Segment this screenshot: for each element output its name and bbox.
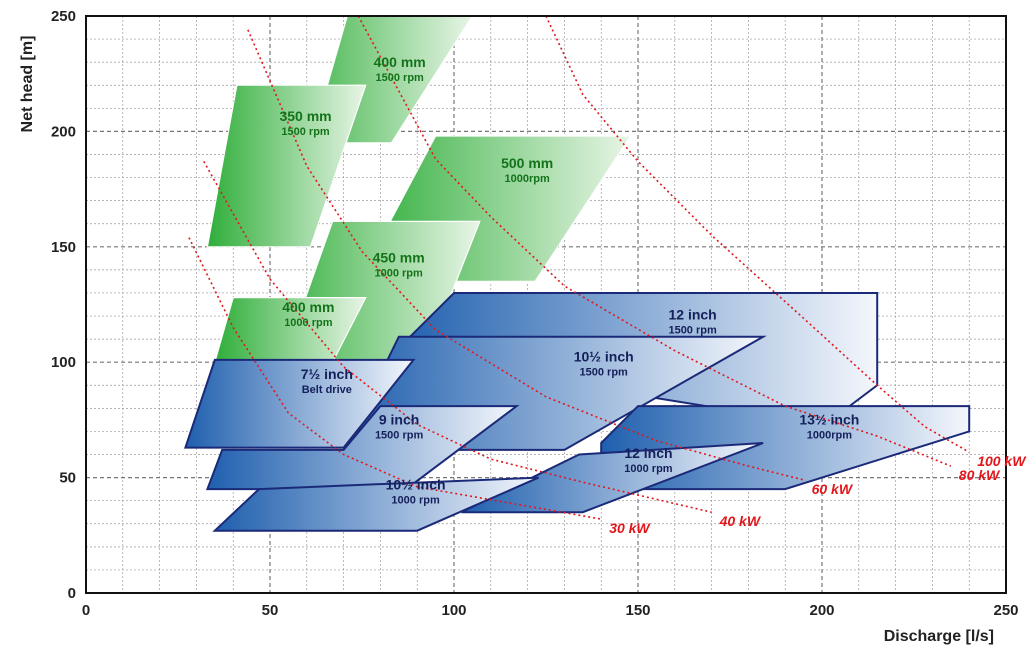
- operating-ranges: [184, 16, 971, 532]
- operating-range-10: [460, 442, 764, 514]
- y-tick-label: 150: [51, 239, 76, 256]
- range-sublabel: 1000rpm: [505, 173, 550, 185]
- x-tick-label: 250: [993, 602, 1018, 619]
- range-sublabel: 1500 rpm: [668, 324, 717, 336]
- range-sublabel: 1500 rpm: [580, 367, 629, 379]
- axis-ticks: 0 50 100 150 200 250 0 50 100 150 200 250: [51, 8, 1019, 619]
- power-curves: [188, 16, 970, 520]
- range-label: 350 mm: [279, 108, 331, 124]
- range-sublabel: Belt drive: [302, 384, 352, 396]
- y-tick-label: 200: [51, 123, 76, 140]
- y-tick-label: 250: [51, 8, 76, 25]
- range-sublabel: 1500 rpm: [375, 429, 424, 441]
- range-sublabel: 1000 rpm: [284, 317, 333, 329]
- power-curve-label: 30 kW: [609, 520, 651, 536]
- power-curve-label: 40 kW: [719, 513, 762, 529]
- power-curve: [357, 16, 952, 467]
- power-curve-label: 80 kW: [959, 467, 1001, 483]
- range-sublabel: 1500 rpm: [281, 126, 330, 138]
- range-label: 12 inch: [668, 306, 716, 322]
- power-curve: [545, 16, 970, 453]
- x-tick-label: 0: [82, 602, 90, 619]
- x-tick-label: 100: [441, 602, 466, 619]
- plot-frame: [85, 15, 1007, 594]
- range-sublabel: 1000 rpm: [374, 268, 423, 280]
- power-curve: [247, 29, 804, 481]
- range-labels: 400 mm 1500 rpm 350 mm 1500 rpm 500 mm 1000rp…: [279, 54, 1027, 536]
- operating-range-1: [206, 84, 367, 248]
- range-sublabel: 1000 rpm: [624, 463, 673, 475]
- x-tick-label: 200: [809, 602, 834, 619]
- y-tick-label: 0: [68, 585, 76, 602]
- range-label: 10½ inch: [386, 476, 446, 492]
- range-label: 500 mm: [501, 155, 553, 171]
- range-sublabel: 1000 rpm: [391, 494, 440, 506]
- x-tick-label: 50: [262, 602, 279, 619]
- y-tick-label: 100: [51, 354, 76, 371]
- range-label: 400 mm: [374, 54, 426, 70]
- range-label: 12 inch: [624, 445, 672, 461]
- range-label: 400 mm: [282, 299, 334, 315]
- power-curve-label: 100 kW: [977, 453, 1027, 469]
- range-label: 10½ inch: [574, 349, 634, 365]
- x-tick-label: 150: [625, 602, 650, 619]
- range-label: 450 mm: [373, 250, 425, 266]
- range-sublabel: 1000rpm: [807, 429, 852, 441]
- power-curve: [203, 161, 712, 513]
- operating-range-11: [212, 476, 540, 532]
- range-sublabel: 1500 rpm: [376, 72, 425, 84]
- x-axis-title: Discharge [l/s]: [884, 628, 994, 645]
- y-axis-title: Net head [m]: [19, 36, 36, 133]
- y-tick-label: 50: [59, 470, 76, 487]
- range-label: 7½ inch: [301, 366, 353, 382]
- range-label: 13½ inch: [799, 411, 859, 427]
- range-label: 9 inch: [379, 411, 419, 427]
- operating-range-7: [184, 358, 416, 449]
- power-curve-label: 60 kW: [812, 481, 854, 497]
- power-curve: [188, 237, 602, 520]
